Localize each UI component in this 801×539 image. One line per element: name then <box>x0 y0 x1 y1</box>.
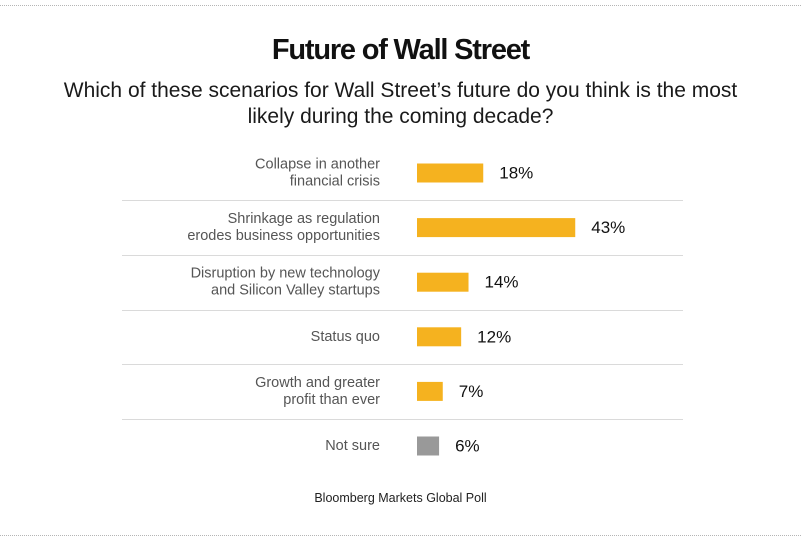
category-label-line: financial crisis <box>290 174 380 190</box>
category-label: Shrinkage as regulation erodes business o… <box>187 211 380 244</box>
category-label-line: Status quo <box>311 329 380 345</box>
value-label: 12% <box>477 327 511 346</box>
category-label: Status quo <box>311 329 380 345</box>
bar <box>417 163 484 183</box>
category-label-line: erodes business opportunities <box>187 228 380 244</box>
value-label: 18% <box>499 164 533 183</box>
bar <box>417 272 469 292</box>
bar <box>417 436 440 456</box>
top-dotted-rule <box>0 5 801 6</box>
category-label-line: Collapse in another <box>255 157 380 173</box>
bar <box>417 381 443 401</box>
category-label-line: Not sure <box>325 438 380 454</box>
value-label: 14% <box>485 273 519 292</box>
category-label: Not sure <box>325 438 380 454</box>
chart-title: Future of Wall Street <box>271 34 530 66</box>
category-label-line: Shrinkage as regulation <box>228 211 380 227</box>
category-label-line: and Silicon Valley startups <box>211 283 380 299</box>
value-label: 43% <box>591 218 625 237</box>
value-label: 6% <box>455 437 480 456</box>
category-label-line: Growth and greater <box>255 375 380 391</box>
source-note: Bloomberg Markets Global Poll <box>314 491 487 505</box>
category-label: Growth and greater profit than ever <box>255 375 380 408</box>
chart-subtitle: Which of these scenarios for Wall Street… <box>63 79 738 128</box>
category-label: Disruption by new technology and Silicon … <box>191 266 381 299</box>
category-label-line: Disruption by new technology <box>191 266 381 282</box>
category-label-line: profit than ever <box>283 392 380 408</box>
category-label: Collapse in another financial crisis <box>255 157 380 190</box>
value-label: 7% <box>459 382 484 401</box>
bottom-dotted-rule <box>0 535 801 536</box>
bar <box>417 327 462 347</box>
bar <box>417 218 576 238</box>
